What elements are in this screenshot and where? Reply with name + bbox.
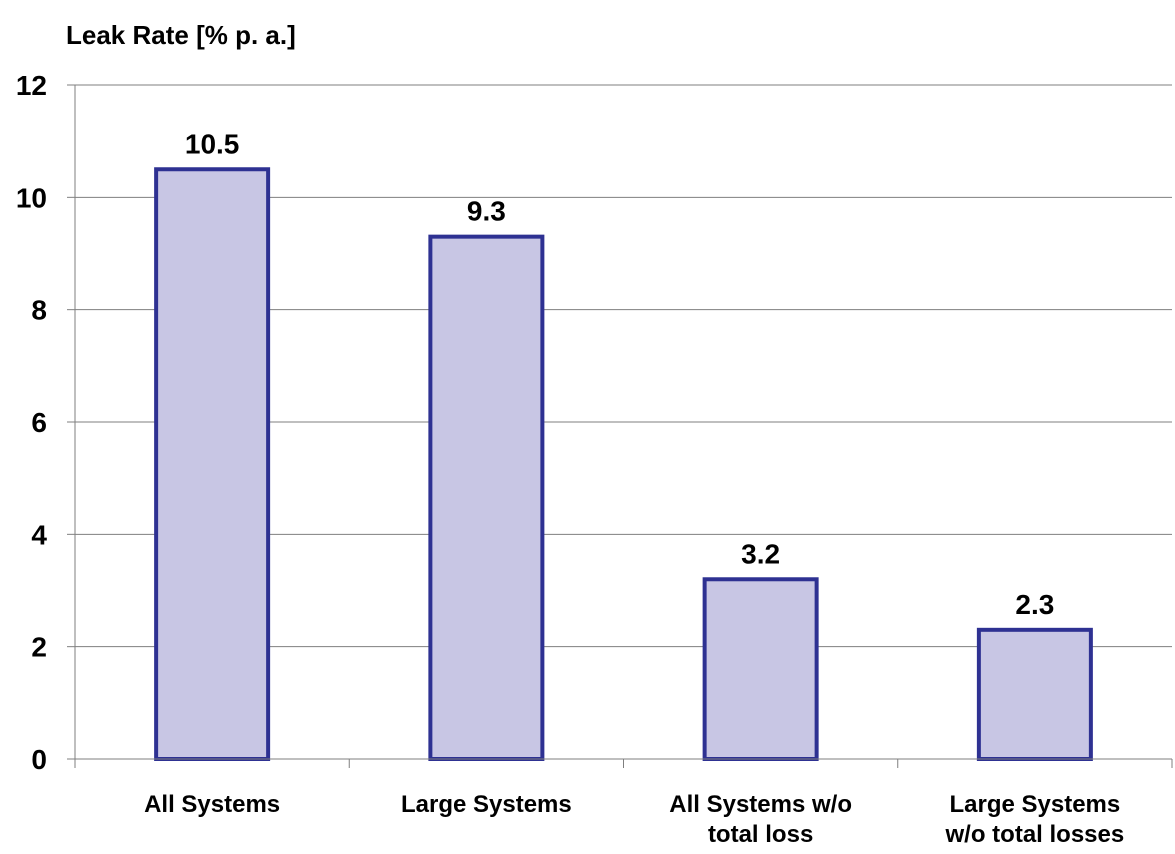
bars [154,167,1093,761]
y-tick-label: 4 [31,519,47,550]
axes [67,84,1173,768]
x-tick-label: Large Systems w/o total losses [945,791,1125,848]
x-tick-label: Large Systems [401,791,572,818]
x-tick-label-line: Large Systems [401,791,572,818]
y-tick-label: 10 [16,182,47,213]
labels: 0 2 4 6 8 10 12 10.5 All Systems 9.3 Large Systems… [16,70,1124,848]
data-label: 2.3 [1015,589,1054,620]
bar [154,167,271,761]
x-tick-label-line: Large Systems [949,791,1120,818]
x-tick-label-line: All Systems w/o [669,791,852,818]
bar [702,577,819,761]
bar [976,627,1093,761]
x-tick-label: All Systems [144,791,280,818]
y-tick-label: 12 [16,70,47,101]
data-label: 9.3 [467,196,506,227]
x-tick-label: All Systems w/o total loss [669,791,852,848]
y-tick-label: 8 [31,295,47,326]
bar [428,234,545,761]
y-axis-label: Leak Rate [% p. a.] [66,20,296,50]
x-tick-label-line: total loss [708,821,813,848]
data-label: 10.5 [185,128,240,159]
data-label: 3.2 [741,538,780,569]
y-tick-label: 2 [31,632,47,663]
x-tick-label-line: All Systems [144,791,280,818]
y-tick-label: 0 [31,744,47,775]
y-tick-label: 6 [31,407,47,438]
x-tick-label-line: w/o total losses [945,821,1125,848]
